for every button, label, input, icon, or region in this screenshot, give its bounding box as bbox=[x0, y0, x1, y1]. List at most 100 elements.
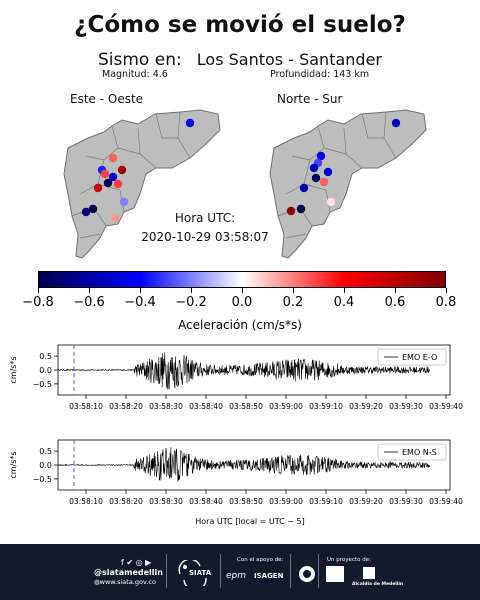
footer-divider bbox=[318, 554, 319, 588]
colorbar-tick-mark bbox=[445, 288, 447, 293]
trace-line bbox=[57, 352, 431, 390]
station-marker bbox=[319, 177, 329, 187]
y-axis-label: cm/s*s bbox=[9, 356, 18, 383]
colorbar-tick-label: 0.8 bbox=[435, 295, 457, 310]
website-link[interactable]: ◍www.siata.gov.co bbox=[94, 578, 156, 586]
colorbar-tick-mark bbox=[343, 288, 345, 293]
map-north-south bbox=[269, 109, 427, 259]
colorbar-tick-label: −0.4 bbox=[124, 295, 156, 310]
isagen-logo: ISAGEN bbox=[254, 572, 284, 580]
colorbar-tick-label: 0.0 bbox=[231, 295, 253, 310]
seismogram-east-west: 0.5 0.0 −0.5 cm/s*s 03:58:10 03:58:20 03:58:30… bbox=[9, 344, 463, 411]
station-marker bbox=[296, 204, 306, 214]
y-tick-label: 0.0 bbox=[39, 461, 52, 470]
station-markers-ew bbox=[81, 118, 195, 223]
x-tick-label: 03:58:40 bbox=[189, 402, 223, 411]
alcaldia-logo: Alcaldía de Medellín bbox=[352, 582, 404, 587]
region-map-shape bbox=[269, 109, 427, 259]
event-depth: Profundidad: 143 km bbox=[270, 69, 370, 80]
station-marker bbox=[391, 118, 401, 128]
y-tick-label: 0.5 bbox=[39, 352, 52, 361]
x-tick-label: 03:59:10 bbox=[309, 402, 343, 411]
colorbar-tick-mark bbox=[190, 288, 192, 293]
origin-time-value: 2020-10-29 03:58:07 bbox=[141, 230, 269, 244]
alcaldia-emblem-icon bbox=[363, 567, 375, 579]
x-axis-label: Hora UTC [local = UTC − 5] bbox=[195, 517, 304, 526]
footer-divider bbox=[220, 554, 221, 588]
station-marker bbox=[117, 165, 127, 175]
social-handle[interactable]: @siatamedellin bbox=[94, 568, 163, 577]
map-east-west bbox=[63, 109, 221, 259]
legend-box bbox=[377, 348, 447, 366]
colorbar-tick-mark bbox=[88, 288, 90, 293]
event-location-line: Sismo en: Los Santos - Santander bbox=[0, 50, 480, 70]
x-tick-label: 03:58:50 bbox=[229, 497, 263, 506]
x-tick-label: 03:59:00 bbox=[269, 402, 303, 411]
station-marker bbox=[286, 206, 296, 216]
map-label-ns: Norte - Sur bbox=[277, 92, 343, 106]
station-marker bbox=[185, 118, 195, 128]
x-tick-label: 03:58:20 bbox=[109, 402, 143, 411]
colorbar-tick-mark bbox=[394, 288, 396, 293]
x-tick-label: 03:59:10 bbox=[309, 497, 343, 506]
y-tick-label: −0.5 bbox=[33, 475, 52, 484]
seismogram-north-south: 0.5 0.0 −0.5 cm/s*s 03:58:10 03:58:20 03:58:30… bbox=[9, 439, 463, 526]
x-tick-label: 03:58:50 bbox=[229, 402, 263, 411]
station-marker bbox=[299, 183, 309, 193]
station-marker bbox=[323, 167, 333, 177]
station-marker bbox=[110, 213, 120, 223]
x-tick-label: 03:58:10 bbox=[69, 402, 103, 411]
event-label: Sismo en: bbox=[98, 50, 182, 70]
colorbar-tick-label: −0.8 bbox=[22, 295, 54, 310]
origin-time: Hora UTC: 2020-10-29 03:58:07 bbox=[130, 209, 280, 247]
x-tick-label: 03:58:40 bbox=[189, 497, 223, 506]
station-marker bbox=[309, 163, 319, 173]
social-icons[interactable]: f ✔ ◎ ▶ bbox=[121, 558, 152, 567]
x-tick-label: 03:58:20 bbox=[109, 497, 143, 506]
y-tick-label: 0.5 bbox=[39, 447, 52, 456]
y-axis-label: cm/s*s bbox=[9, 451, 18, 478]
map-label-ew: Este - Oeste bbox=[70, 92, 144, 106]
colorbar-tick-label: 0.2 bbox=[282, 295, 304, 310]
event-location: Los Santos - Santander bbox=[196, 50, 382, 69]
y-tick-label: −0.5 bbox=[33, 380, 52, 389]
station-marker bbox=[316, 151, 326, 161]
footer-divider bbox=[290, 554, 291, 588]
colorbar-tick-mark bbox=[241, 288, 243, 293]
support-label: Con el apoyo de: bbox=[237, 557, 284, 563]
x-tick-label: 03:59:40 bbox=[429, 497, 463, 506]
siata-logo-icon bbox=[178, 560, 207, 586]
origin-time-label: Hora UTC: bbox=[174, 211, 236, 225]
station-marker bbox=[88, 204, 98, 214]
station-markers-ns bbox=[286, 118, 401, 216]
legend-label: EMO N-S bbox=[402, 448, 437, 457]
colorbar-tick-label: −0.2 bbox=[175, 295, 207, 310]
colorbar-tick-label: 0.6 bbox=[384, 295, 406, 310]
y-tick-label: 0.0 bbox=[39, 366, 52, 375]
siata-logo-text: SIATA bbox=[189, 569, 212, 577]
legend: EMO E-O bbox=[377, 348, 447, 366]
epm-logo: epm bbox=[226, 571, 247, 581]
station-marker bbox=[108, 153, 118, 163]
x-tick-label: 03:58:10 bbox=[69, 497, 103, 506]
x-tick-label: 03:59:00 bbox=[269, 497, 303, 506]
shield-emblem-icon bbox=[299, 566, 315, 582]
globe-icon: ◍ bbox=[94, 578, 100, 586]
station-marker bbox=[108, 172, 118, 182]
colorbar-tick-label: −0.6 bbox=[73, 295, 105, 310]
station-marker bbox=[326, 197, 336, 207]
x-tick-label: 03:59:20 bbox=[349, 402, 383, 411]
footer-divider bbox=[166, 554, 167, 588]
legend: EMO N-S bbox=[377, 443, 447, 461]
station-marker bbox=[119, 197, 129, 207]
x-tick-label: 03:59:40 bbox=[429, 402, 463, 411]
legend-label: EMO E-O bbox=[402, 353, 437, 362]
x-tick-label: 03:58:30 bbox=[149, 402, 183, 411]
project-label: Un proyecto de: bbox=[327, 557, 371, 563]
x-tick-label: 03:59:30 bbox=[389, 497, 423, 506]
footer-bar: f ✔ ◎ ▶ @siatamedellin ◍www.siata.gov.co… bbox=[0, 544, 480, 600]
station-marker bbox=[113, 179, 123, 189]
region-map-shape bbox=[63, 109, 221, 259]
station-marker bbox=[100, 169, 110, 179]
station-marker bbox=[103, 178, 113, 188]
